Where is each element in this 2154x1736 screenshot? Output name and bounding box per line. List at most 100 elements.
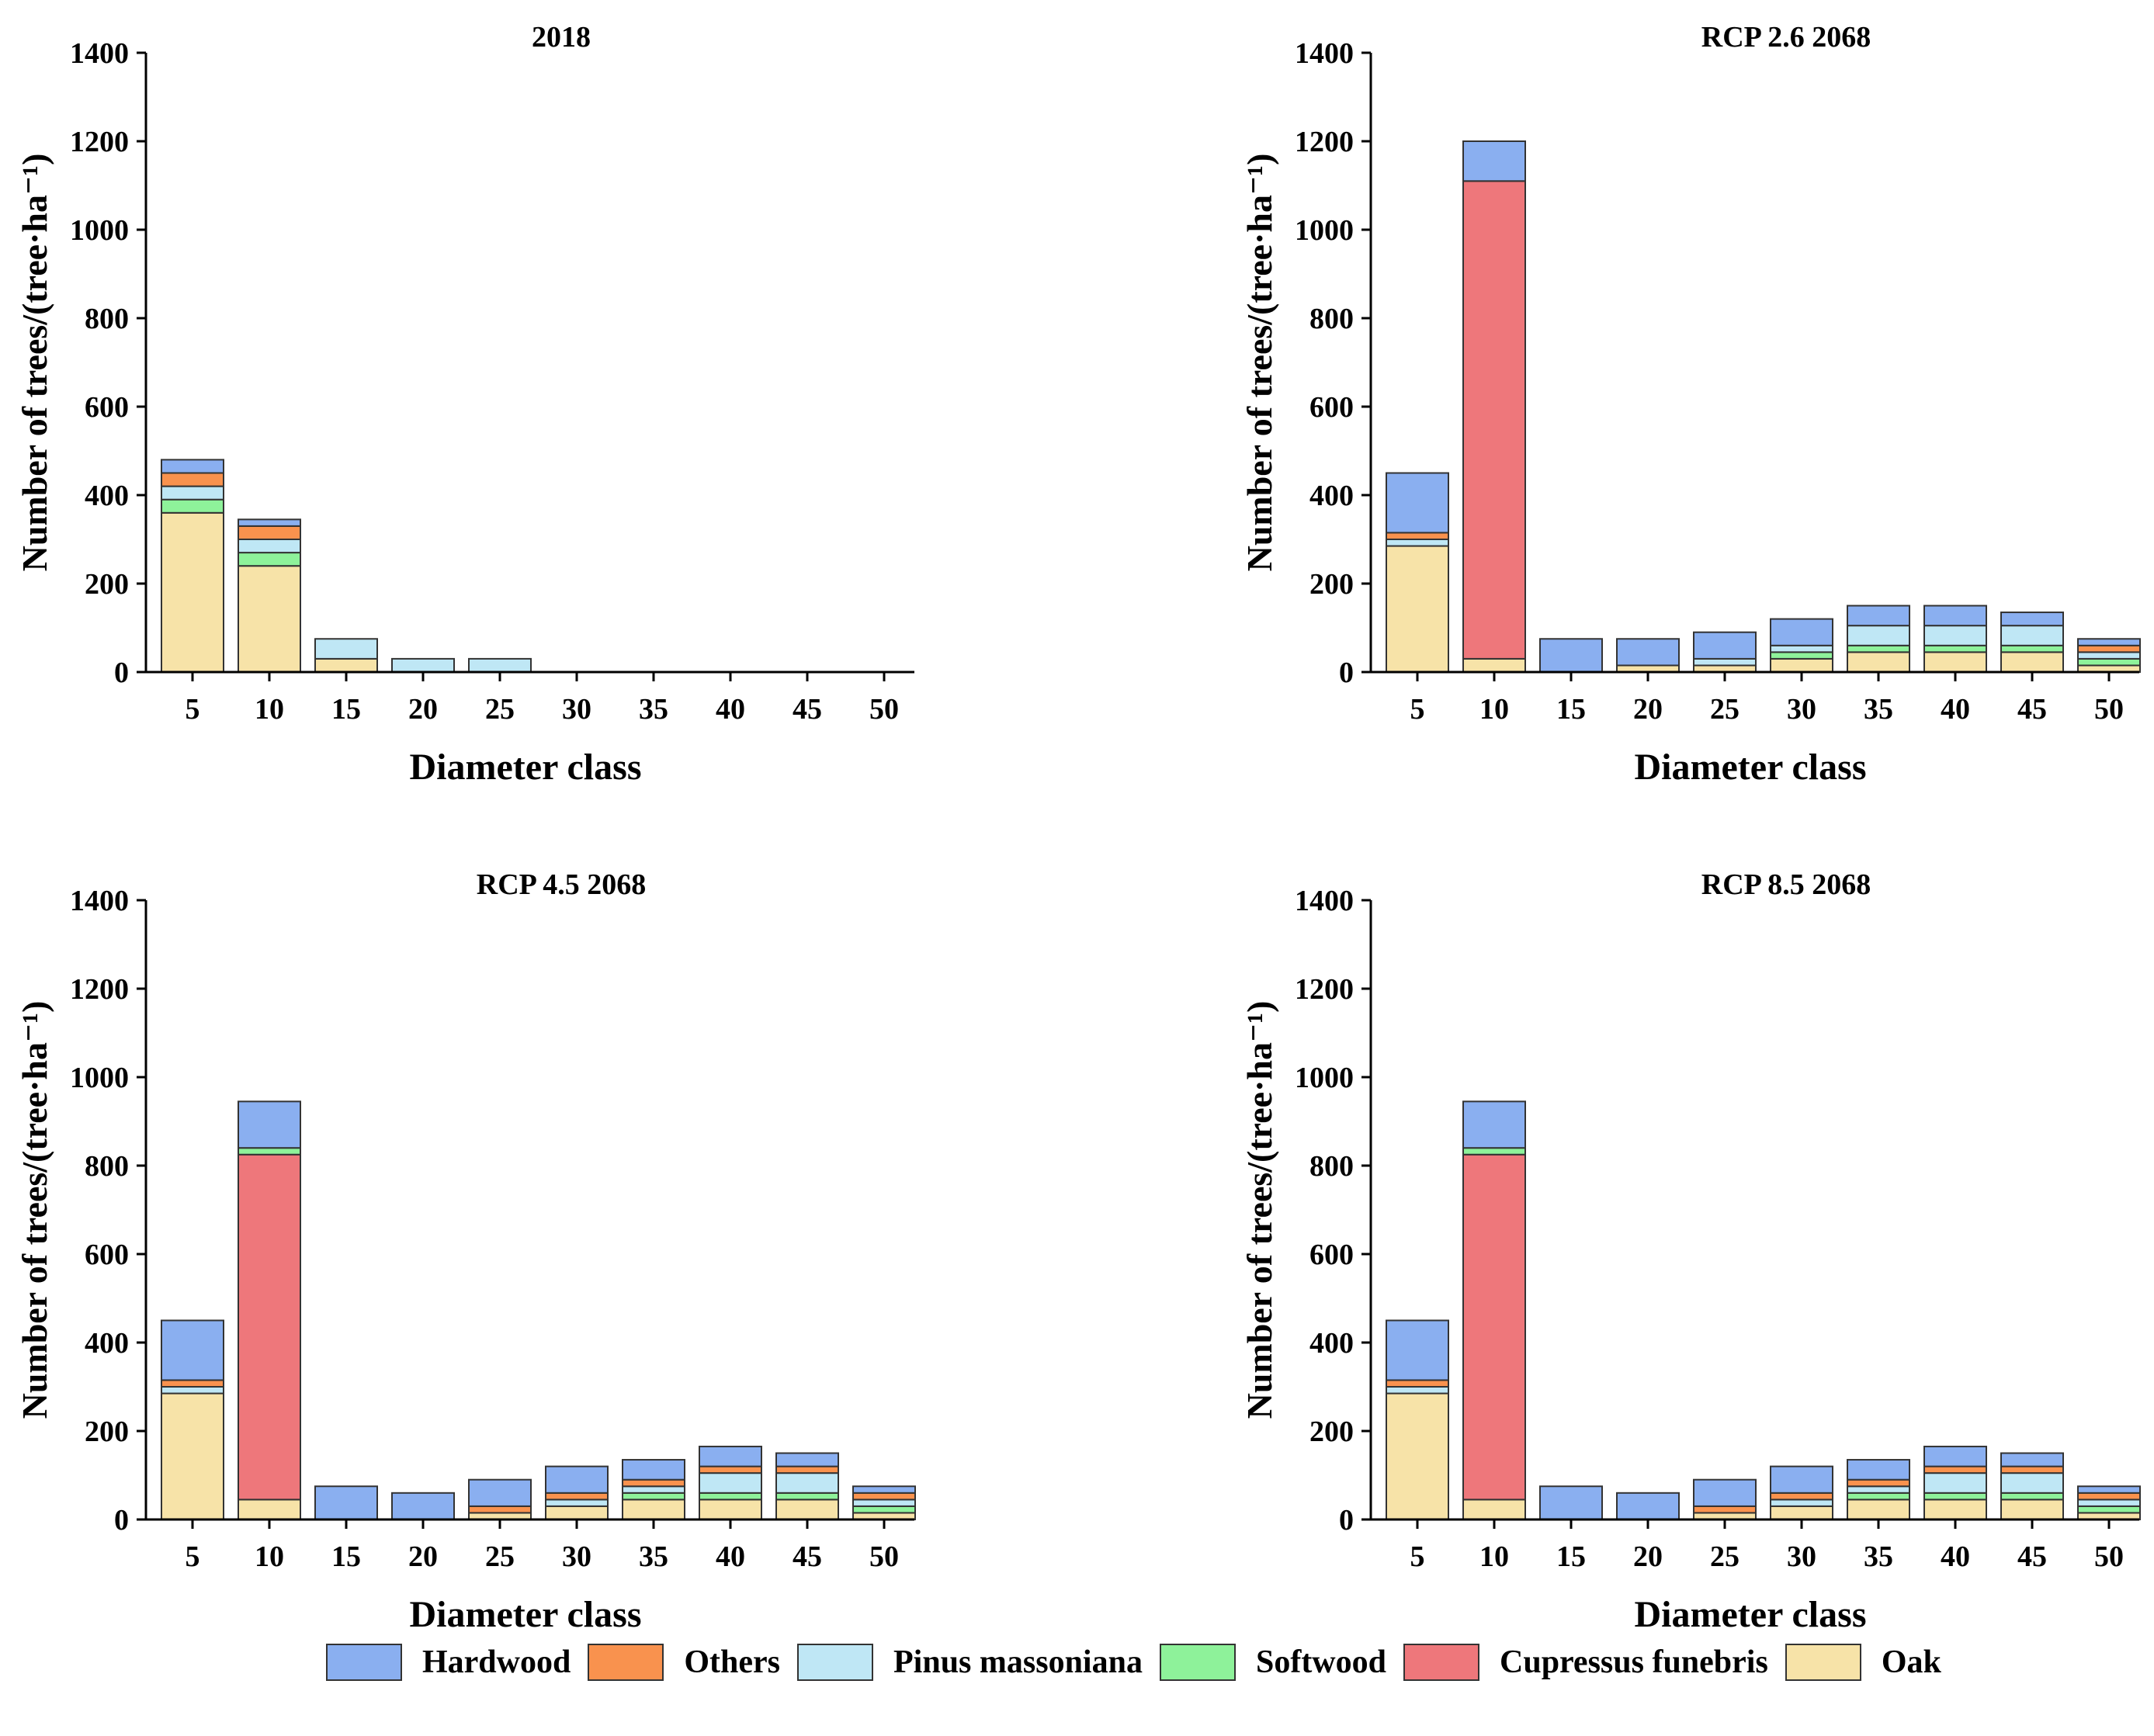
bar-softwood-50 — [2077, 657, 2141, 667]
legend-swatch-cupressus-funebris — [1403, 1644, 1479, 1681]
bar-hardwood-45 — [2000, 1452, 2064, 1467]
y-tick-label: 1400 — [70, 885, 129, 917]
bar-hardwood-30 — [1770, 618, 1833, 646]
bar-pinus-massoniana-40 — [1923, 625, 1987, 646]
x-tick-label: 15 — [1556, 693, 1586, 726]
bar-softwood-50 — [2077, 1505, 2141, 1514]
y-tick-label: 400 — [85, 480, 129, 512]
bar-oak-15 — [314, 657, 378, 674]
y-tick-label: 1000 — [1295, 1062, 1354, 1094]
x-tick-label: 10 — [1479, 1540, 1509, 1573]
y-tick-label: 1000 — [70, 214, 129, 247]
chart-title: RCP 2.6 2068 — [1701, 21, 1871, 54]
bar-oak-10 — [238, 565, 301, 674]
bar-oak-30 — [545, 1505, 609, 1521]
x-tick-label: 15 — [1556, 1540, 1586, 1573]
bar-hardwood-5 — [1386, 472, 1449, 534]
y-axis-label: Number of trees/(tree·ha⁻¹) — [1240, 154, 1279, 572]
y-tick-label: 0 — [1339, 1504, 1354, 1537]
bar-others-50 — [2077, 1492, 2141, 1501]
bar-others-10 — [238, 525, 301, 541]
bar-pinus-massoniana-50 — [852, 1499, 916, 1507]
x-axis-label: Diameter class — [1634, 747, 1866, 788]
x-tick-label: 25 — [1710, 693, 1740, 726]
bar-hardwood-20 — [391, 1492, 455, 1521]
x-tick-label: 10 — [255, 1540, 284, 1573]
legend-item-pinus-massoniana: Pinus massoniana — [797, 1644, 1143, 1681]
bar-cupressus-funebris-10 — [1462, 180, 1526, 660]
legend-label-softwood: Softwood — [1255, 1644, 1386, 1680]
x-tick-label: 20 — [1633, 1540, 1663, 1573]
bar-hardwood-5 — [1386, 1319, 1449, 1381]
x-tick-label: 30 — [1787, 1540, 1816, 1573]
bar-oak-5 — [161, 511, 224, 673]
x-tick-label: 5 — [1410, 693, 1425, 726]
y-tick-label: 200 — [1309, 568, 1354, 601]
bar-hardwood-30 — [1770, 1465, 1833, 1494]
legend-item-hardwood: Hardwood — [326, 1644, 571, 1681]
x-tick-label: 35 — [1864, 1540, 1893, 1573]
legend-label-others: Others — [684, 1644, 781, 1680]
chart-title: RCP 8.5 2068 — [1701, 868, 1871, 901]
chart-panel-2: RCP 2.6 2068 0 200 400 600 800 1000 1200 1400 Num… — [1240, 21, 2141, 788]
x-tick-label: 40 — [1941, 693, 1970, 726]
bar-oak-40 — [699, 1499, 762, 1520]
bar-others-25 — [1693, 1505, 1757, 1514]
y-tick-label: 400 — [1309, 1327, 1354, 1360]
y-tick-label: 1400 — [1295, 885, 1354, 917]
legend-item-others: Others — [588, 1644, 780, 1681]
bar-hardwood-35 — [622, 1459, 685, 1481]
bar-oak-5 — [161, 1392, 224, 1521]
x-tick-label: 35 — [639, 1540, 668, 1573]
y-tick-label: 200 — [85, 568, 129, 601]
bar-pinus-massoniana-45 — [775, 1472, 839, 1494]
bar-softwood-10 — [238, 552, 301, 567]
y-tick-label: 1200 — [70, 973, 129, 1006]
bar-hardwood-25 — [1693, 1478, 1757, 1507]
x-tick-label: 45 — [2017, 1540, 2047, 1573]
bar-hardwood-10 — [1462, 140, 1526, 182]
y-tick-label: 0 — [114, 1504, 129, 1537]
bar-hardwood-50 — [852, 1485, 916, 1494]
bar-pinus-massoniana-30 — [1770, 644, 1833, 653]
bar-pinus-massoniana-5 — [1386, 1386, 1449, 1395]
bar-hardwood-50 — [2077, 1485, 2141, 1494]
bar-hardwood-35 — [1847, 1459, 1910, 1481]
x-axis-label: Diameter class — [409, 1594, 641, 1635]
x-tick-label: 10 — [255, 693, 284, 726]
y-tick-label: 400 — [1309, 480, 1354, 512]
bar-pinus-massoniana-5 — [161, 485, 224, 501]
bar-pinus-massoniana-50 — [2077, 1499, 2141, 1507]
bar-hardwood-20 — [1616, 1492, 1680, 1521]
bar-others-25 — [468, 1505, 532, 1514]
y-tick-label: 600 — [85, 1239, 129, 1271]
chart-panel-3: RCP 4.5 2068 0 200 400 600 800 1000 1200 1400 Num… — [15, 868, 916, 1635]
bar-hardwood-40 — [1923, 605, 1987, 627]
bar-softwood-30 — [1770, 651, 1833, 660]
bar-others-5 — [1386, 532, 1449, 541]
legend-swatch-oak — [1785, 1644, 1861, 1681]
bar-hardwood-40 — [699, 1445, 762, 1467]
x-tick-label: 5 — [186, 693, 200, 726]
legend-swatch-pinus-massoniana — [797, 1644, 874, 1681]
bar-softwood-40 — [1923, 1492, 1987, 1501]
x-tick-label: 50 — [2094, 1540, 2124, 1573]
bar-oak-45 — [2000, 651, 2064, 673]
bar-hardwood-45 — [2000, 612, 2064, 627]
bar-others-5 — [161, 1379, 224, 1388]
bar-softwood-5 — [161, 498, 224, 514]
bar-oak-30 — [1770, 1505, 1833, 1521]
bar-oak-45 — [775, 1499, 839, 1520]
x-tick-label: 50 — [869, 693, 899, 726]
x-tick-label: 15 — [331, 693, 361, 726]
bar-hardwood-35 — [1847, 605, 1910, 627]
bar-oak-10 — [238, 1499, 301, 1520]
y-tick-label: 0 — [1339, 657, 1354, 689]
y-axis-label: Number of trees/(tree·ha⁻¹) — [1240, 1001, 1279, 1419]
bar-hardwood-5 — [161, 1319, 224, 1381]
bar-pinus-massoniana-35 — [1847, 625, 1910, 646]
chart-title: 2018 — [532, 21, 591, 54]
bar-oak-40 — [1923, 651, 1987, 673]
x-tick-label: 50 — [869, 1540, 899, 1573]
bar-softwood-45 — [775, 1492, 839, 1501]
